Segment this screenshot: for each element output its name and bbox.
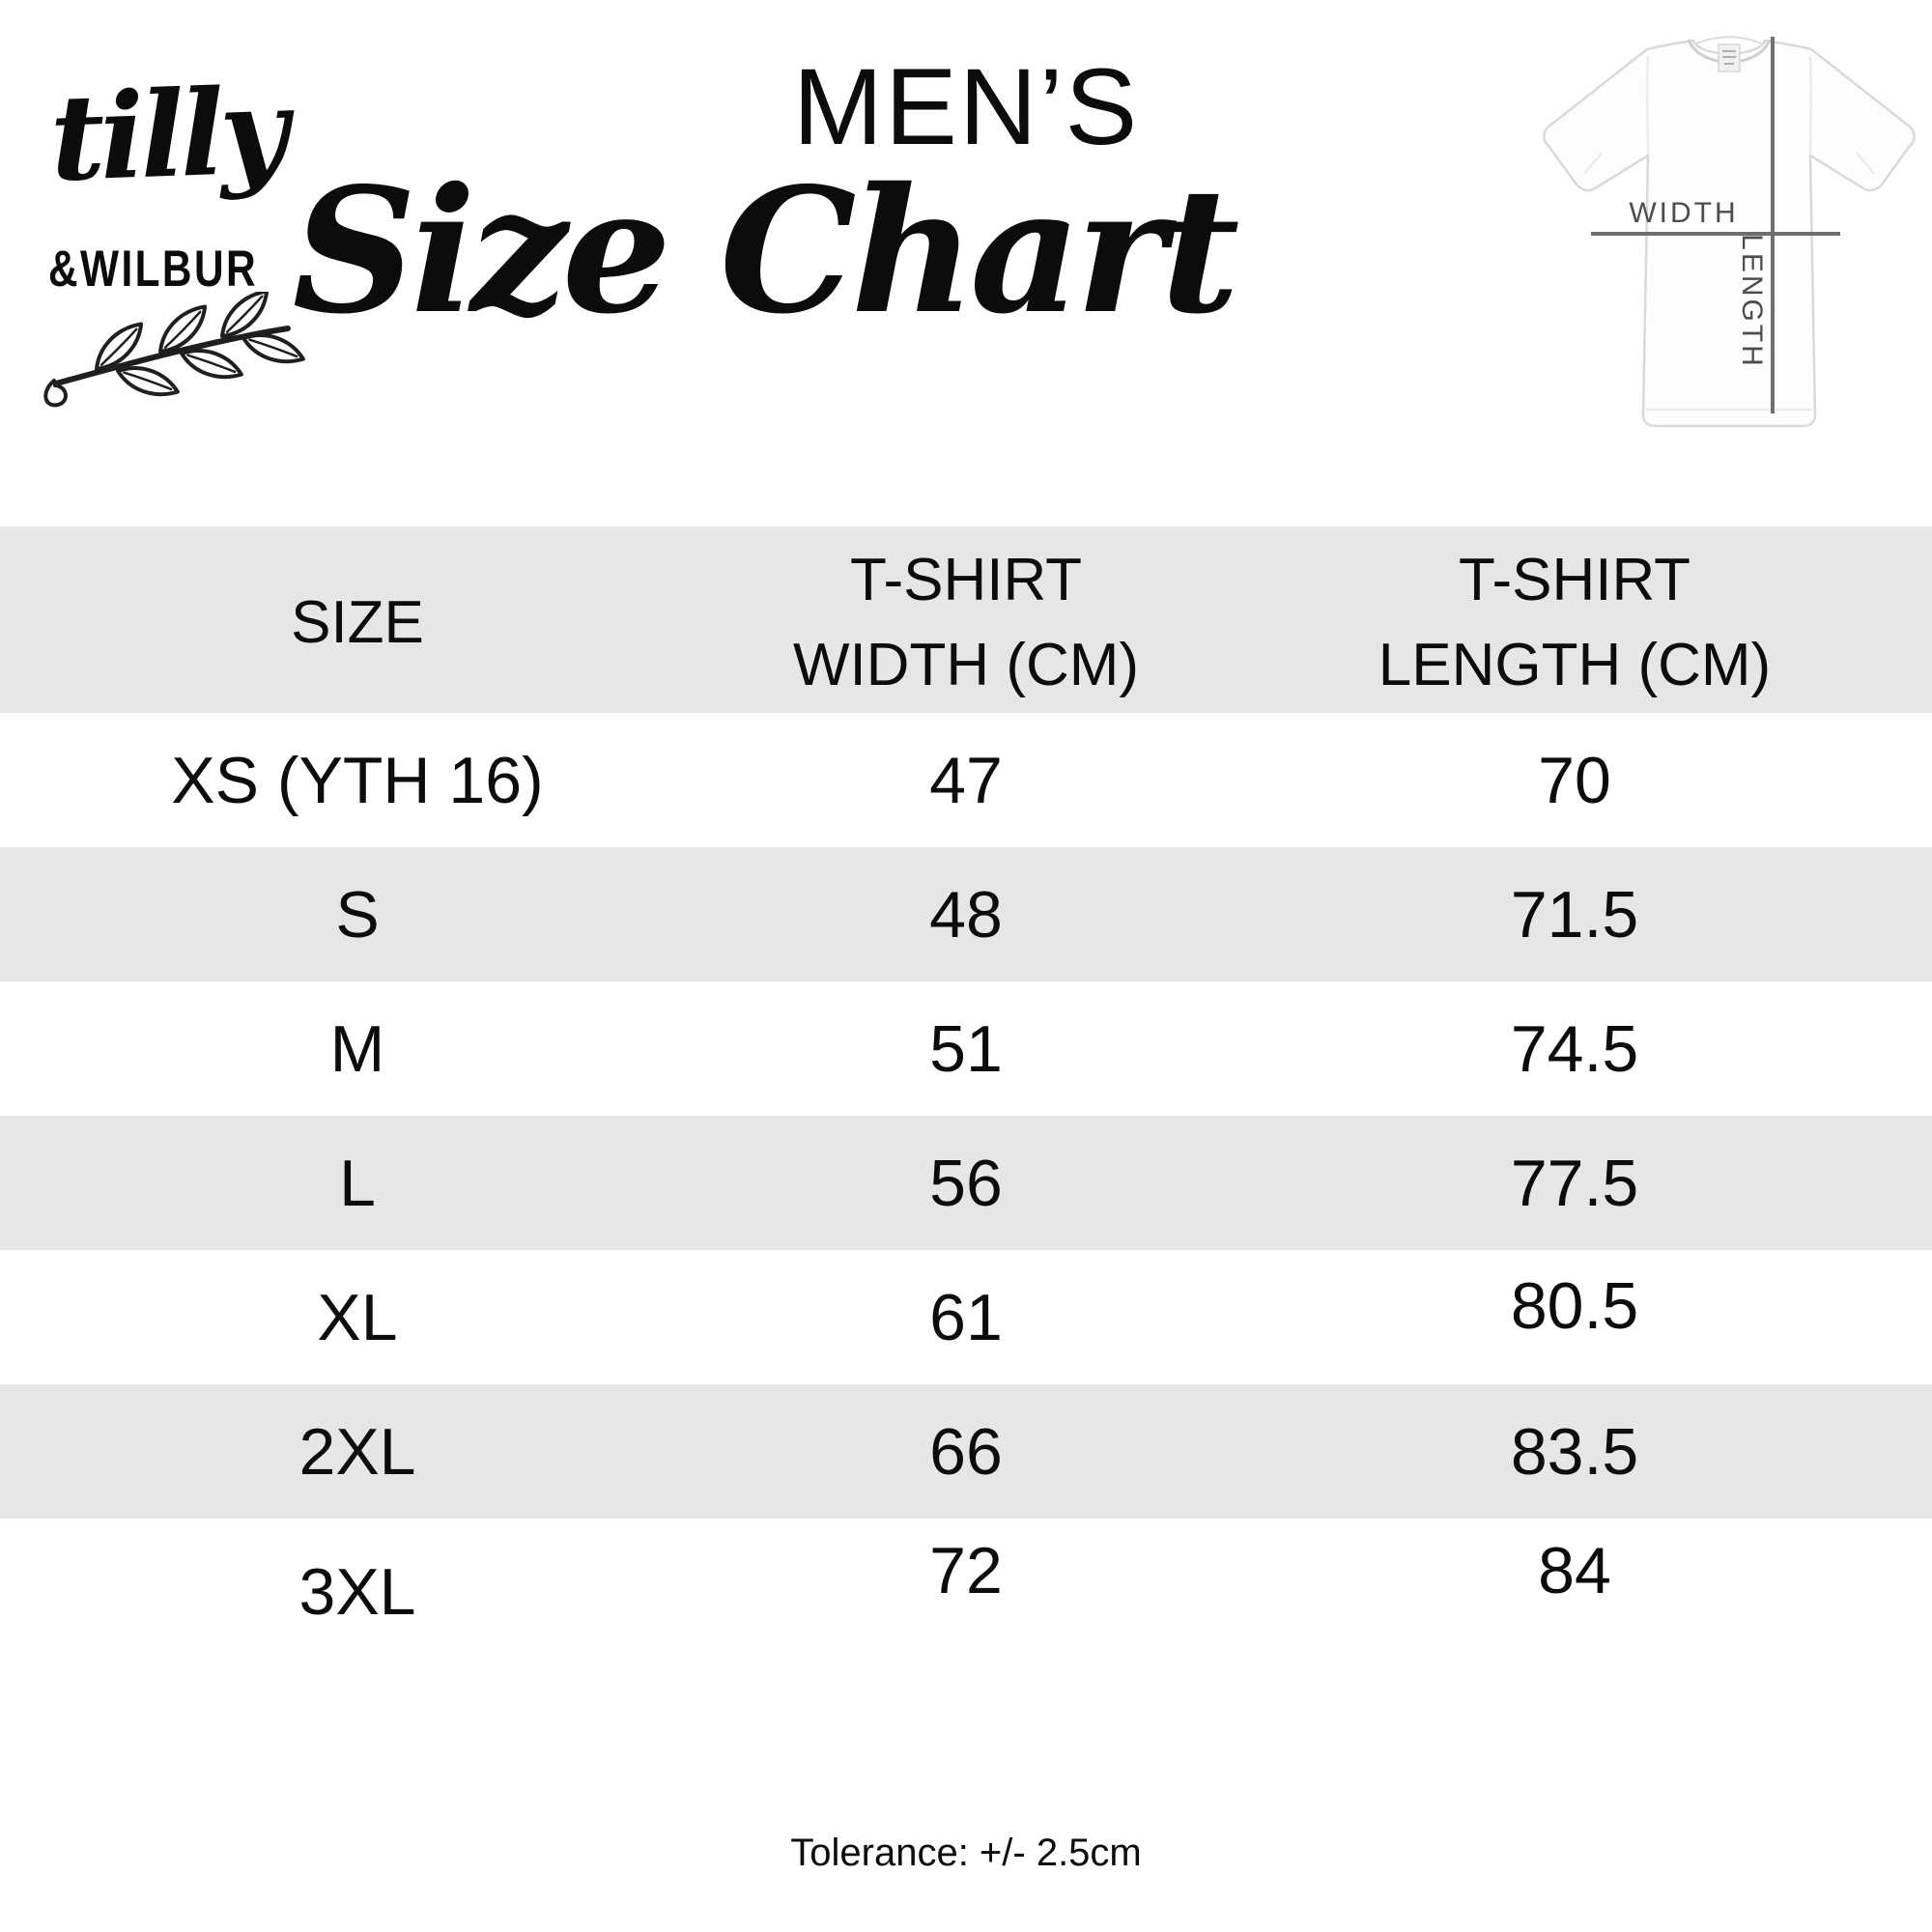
column-header-size: SIZE [291,588,424,656]
column-header-length-line2: LENGTH (CM) [1378,631,1772,698]
neck-tag [1718,43,1741,72]
width-label: WIDTH [1629,197,1738,229]
table-row: 3XL 72 84 [0,1519,1932,1653]
brand-name-caps: &WILBUR [48,241,258,298]
width-cell: 47 [929,743,1003,817]
table-row: XS (YTH 16) 47 70 [0,713,1932,847]
page-title: Size Chart [292,150,1240,352]
table-row: M 51 74.5 [0,981,1932,1116]
width-cell: 48 [929,877,1003,952]
neck-tag-print [1722,50,1736,65]
leaf-veins [99,295,298,391]
brand-logo: tilly &WILBUR [37,58,305,408]
width-cell: 72 [929,1533,1003,1607]
size-cell: XL [317,1280,398,1354]
table-header-row: SIZE T-SHIRT WIDTH (CM) T-SHIRT LENGTH (… [0,526,1932,713]
length-cell: 71.5 [1510,877,1639,952]
length-cell: 84 [1538,1533,1611,1607]
length-cell: 83.5 [1510,1414,1639,1489]
table-row: S 48 71.5 [0,847,1932,981]
tee-collar-back [1695,36,1763,44]
length-cell: 77.5 [1510,1146,1639,1220]
category-title: MEN’S [792,46,1140,167]
column-header-width: T-SHIRT WIDTH (CM) [715,538,1217,708]
column-header-length: T-SHIRT LENGTH (CM) [1217,538,1932,708]
length-label: LENGTH [1736,234,1768,369]
size-cell: XS (YTH 16) [171,743,544,817]
table-row: 2XL 66 83.5 [0,1384,1932,1519]
tee-seams [1583,55,1875,412]
tshirt-photo: WIDTH LENGTH [1543,36,1916,428]
table-row: L 56 77.5 [0,1116,1932,1250]
size-cell: M [329,1011,385,1086]
width-cell: 51 [929,1011,1003,1086]
branch-curl [43,379,68,408]
length-cell: 70 [1538,743,1611,817]
size-cell: S [335,877,380,952]
width-cell: 61 [929,1280,1003,1354]
size-cell: 3XL [298,1554,416,1629]
width-cell: 66 [929,1414,1003,1489]
column-header-width-line2: WIDTH (CM) [792,631,1140,698]
width-cell: 56 [929,1146,1003,1220]
column-header-width-line1: T-SHIRT [850,546,1082,613]
size-cell: L [339,1146,376,1220]
size-cell: 2XL [298,1414,416,1489]
length-cell: 80.5 [1510,1268,1639,1343]
column-header-length-line1: T-SHIRT [1459,546,1690,613]
tolerance-note: Tolerance: +/- 2.5cm [790,1832,1142,1874]
table-row: XL 61 80.5 [0,1250,1932,1384]
laurel-branch-icon [43,292,305,408]
length-cell: 74.5 [1510,1011,1639,1086]
tshirt-diagram: WIDTH LENGTH [1526,0,1932,459]
size-table: SIZE T-SHIRT WIDTH (CM) T-SHIRT LENGTH (… [0,526,1932,1653]
